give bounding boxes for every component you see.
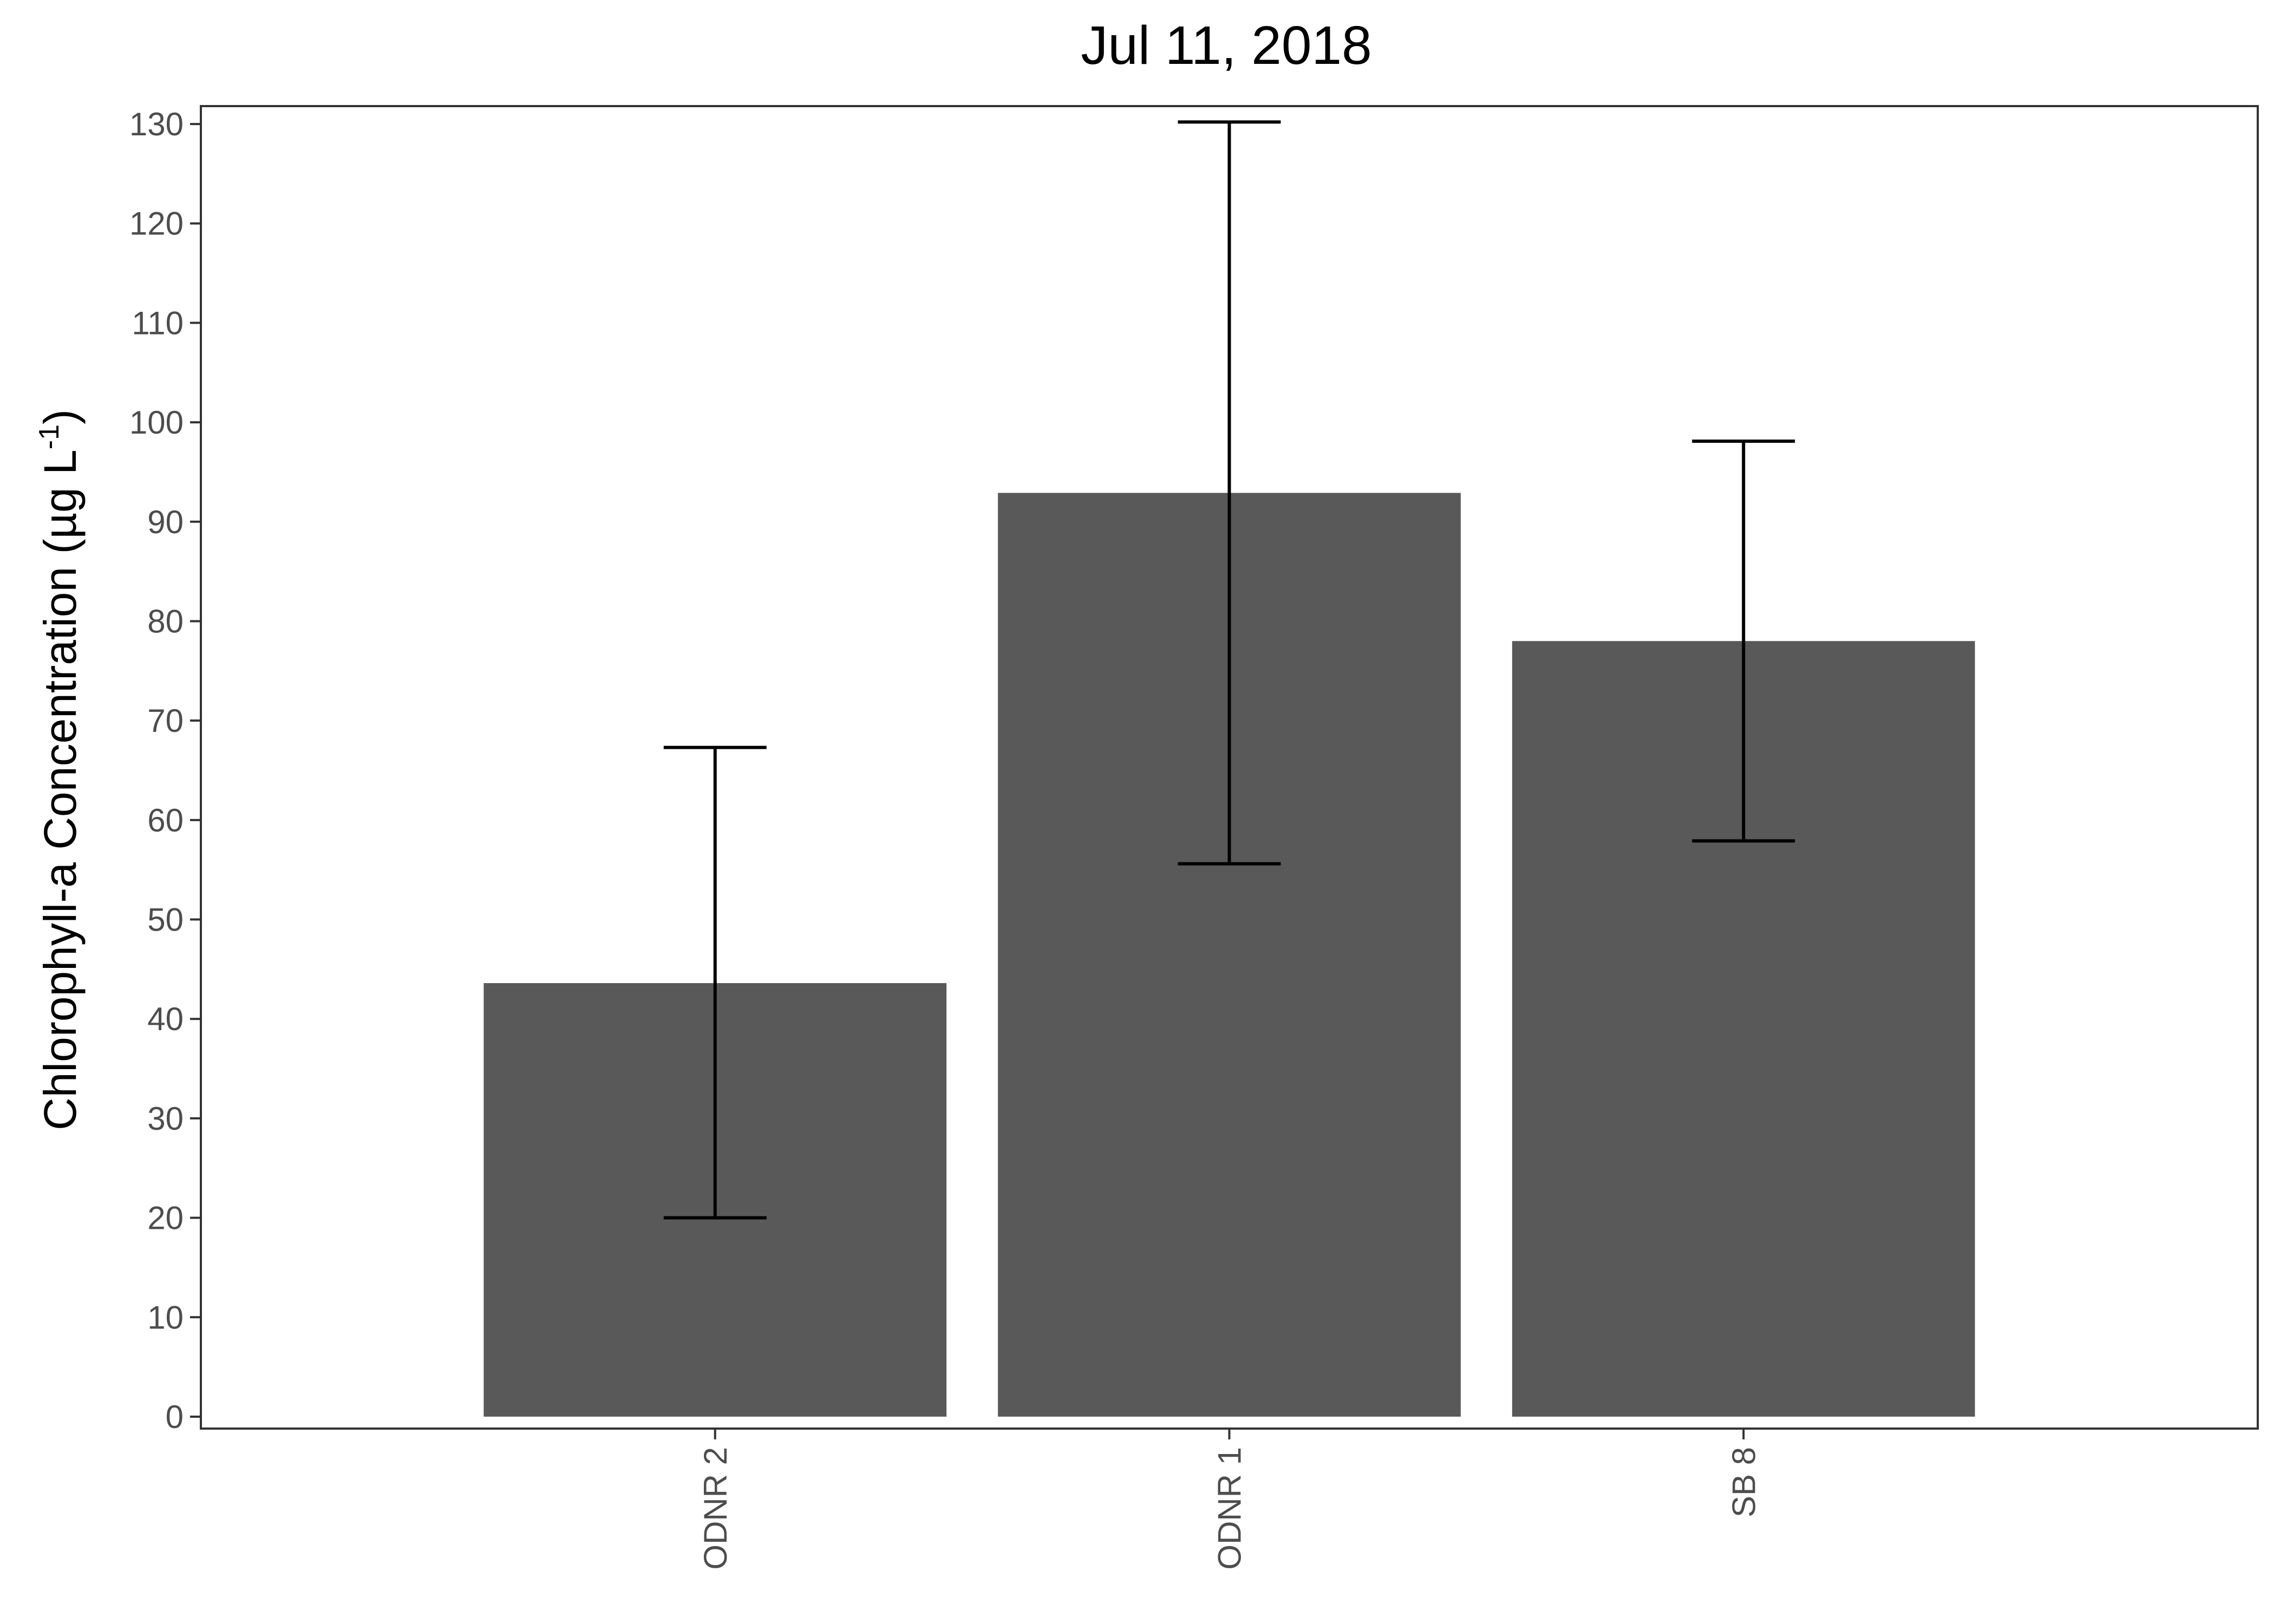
y-tick-label-60: 60 [147, 802, 184, 839]
y-tick-label-30: 30 [147, 1101, 184, 1137]
y-tick-label-130: 130 [129, 106, 184, 142]
y-tick-label-50: 50 [147, 902, 184, 938]
y-tick-label-100: 100 [129, 404, 184, 441]
y-tick-label-10: 10 [147, 1299, 184, 1335]
y-axis-title-text: Chlorophyll-a Concentration [35, 567, 86, 1130]
y-axis-title: Chlorophyll-a Concentration (µg L-1) [34, 409, 86, 1130]
error-bar-2 [1178, 120, 1281, 866]
y-tick-label-120: 120 [129, 206, 184, 242]
y-tick-label-110: 110 [132, 305, 184, 341]
y-tick-label-80: 80 [147, 603, 184, 639]
x-axis: ODNR 2 ODNR 1 SB 8 [697, 1429, 1762, 1570]
y-tick-label-40: 40 [147, 1001, 184, 1037]
x-tick-label-1: ODNR 2 [697, 1447, 734, 1570]
error-bar-1 [663, 745, 767, 1220]
x-tick-label-2: ODNR 1 [1212, 1447, 1248, 1570]
chart-title: Jul 11, 2018 [1081, 15, 1371, 76]
error-bar-3 [1692, 440, 1795, 843]
y-tick-label-90: 90 [147, 504, 184, 540]
y-tick-label-0: 0 [166, 1399, 184, 1435]
y-tick-label-70: 70 [147, 703, 184, 739]
x-tick-label-3: SB 8 [1726, 1447, 1762, 1517]
y-tick-label-20: 20 [147, 1200, 184, 1236]
y-axis-title-unit-exponent: -1 [34, 424, 65, 449]
y-axis-title-unit: (µg L [35, 449, 86, 554]
y-axis: 0 10 20 30 40 50 60 70 80 90 100 110 120 130 [129, 106, 201, 1435]
y-axis-title-group: Chlorophyll-a Concentration (µg L-1) [34, 409, 86, 1130]
y-axis-title-unit-close: ) [35, 409, 86, 424]
plot-marks [483, 120, 1975, 1417]
